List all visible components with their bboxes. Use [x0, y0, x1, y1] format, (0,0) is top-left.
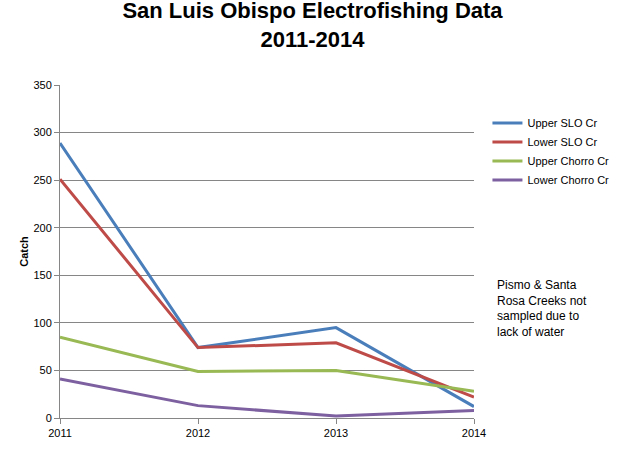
svg-text:350: 350 — [33, 79, 51, 91]
svg-text:50: 50 — [40, 364, 52, 376]
svg-text:0: 0 — [46, 412, 52, 424]
svg-text:2011: 2011 — [48, 427, 72, 439]
svg-text:2012: 2012 — [186, 427, 210, 439]
svg-text:Upper Chorro Cr: Upper Chorro Cr — [527, 155, 609, 167]
svg-text:2014: 2014 — [462, 427, 486, 439]
svg-text:300: 300 — [33, 126, 51, 138]
svg-text:100: 100 — [33, 317, 51, 329]
svg-text:150: 150 — [33, 269, 51, 281]
svg-text:Lower Chorro Cr: Lower Chorro Cr — [527, 174, 609, 186]
svg-text:Catch: Catch — [18, 236, 30, 267]
svg-text:200: 200 — [33, 222, 51, 234]
svg-text:San Luis Obispo Electrofishing: San Luis Obispo Electrofishing Data2011-… — [122, 0, 503, 52]
svg-text:Upper SLO Cr: Upper SLO Cr — [527, 117, 597, 129]
svg-text:Pismo & SantaRosa Creeks notsa: Pismo & SantaRosa Creeks notsampled due … — [497, 278, 587, 339]
svg-text:250: 250 — [33, 174, 51, 186]
svg-text:Lower SLO Cr: Lower SLO Cr — [527, 136, 597, 148]
svg-text:2013: 2013 — [324, 427, 348, 439]
